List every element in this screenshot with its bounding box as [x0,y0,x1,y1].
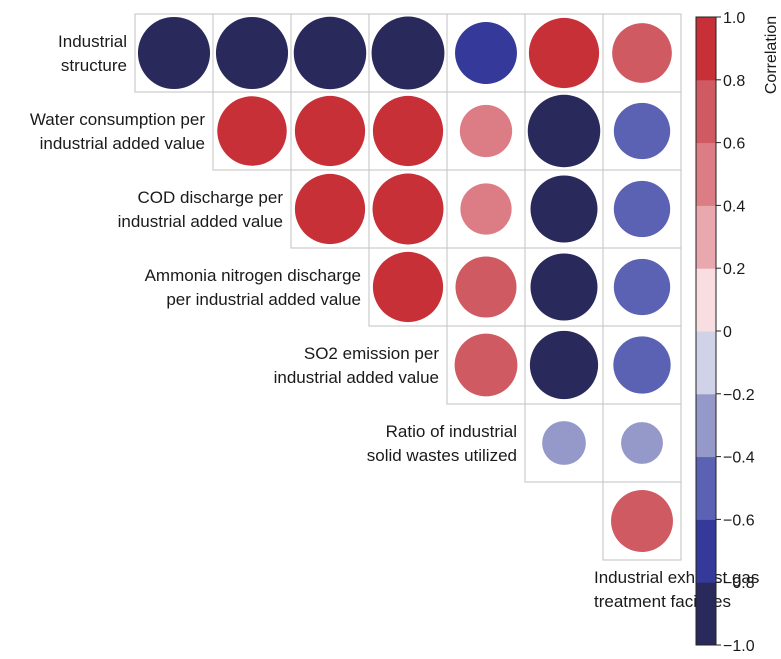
variable-label: Industrial structure [58,32,127,75]
correlation-circle [542,421,586,465]
correlation-circle [613,102,671,160]
colorbar-tick-label: −1.0 [723,638,755,655]
colorbar-tick-label: −0.4 [723,450,755,467]
correlation-circle [611,490,673,552]
colorbar-tick-label: 0.2 [723,261,745,278]
correlation-circle [612,23,672,83]
colorbar-tick-label: 0.8 [723,73,745,90]
correlation-circle [530,175,598,243]
correlation-circle [293,16,367,90]
colorbar-band [696,142,716,206]
colorbar-band [696,79,716,144]
correlation-circle [455,256,517,318]
colorbar-tick-label: 0 [723,324,732,341]
colorbar: 1.0 0.8 0.6 0.4 0.2 0 −0.2 −0.4 −0.6 −0.8 −1.0 Corr… [695,10,780,655]
correlation-circle [294,173,366,245]
variable-label: Water consumption per industrial added va… [30,110,205,153]
correlation-circles [137,16,673,552]
colorbar-tick-label: −0.8 [723,575,755,592]
colorbar-band [696,519,716,583]
variable-label: SO2 emission per industrial added value [274,344,440,387]
correlation-circle [528,17,600,89]
colorbar-tick-label: −0.2 [723,387,755,404]
colorbar-band [696,205,716,269]
correlation-circle [621,422,663,464]
grid-cell [602,481,682,561]
variable-label: Ratio of industrial solid wastes utilized [367,422,517,465]
correlation-circle [460,183,512,235]
colorbar-band [696,582,716,646]
variable-label: COD discharge per industrial added value [118,188,284,231]
grid-lines [134,13,682,561]
correlation-circle [613,258,671,316]
correlation-circle [527,94,601,168]
colorbar-band [696,268,716,332]
correlation-circle [215,16,289,90]
colorbar-tick-label: 1.0 [723,10,745,27]
correlation-circle [613,336,671,394]
correlation-circle [454,333,518,397]
colorbar-band [696,393,716,458]
correlation-circle [372,251,444,323]
colorbar-tick-label: 0.4 [723,198,745,215]
correlation-circle [371,16,445,90]
correlation-circle [217,96,287,166]
variable-labels: Industrial structure Water consumption per… [30,32,760,611]
correlation-circle [459,104,513,158]
variable-label: Ammonia nitrogen discharge per industrial… [145,266,361,309]
colorbar-band [696,331,716,395]
correlation-circle [529,330,599,400]
correlation-circle [137,16,211,90]
colorbar-band [696,17,716,81]
correlation-circle [455,22,517,84]
colorbar-band [696,456,716,520]
colorbar-tick-label: −0.6 [723,512,755,529]
correlation-circle [372,95,444,167]
correlation-circle [530,253,598,321]
colorbar-tick-label: 0.6 [723,136,745,153]
colorbar-title: Correlation [763,16,780,94]
correlation-circle [372,173,444,245]
correlation-circle [294,95,366,167]
correlation-circle [613,180,671,238]
